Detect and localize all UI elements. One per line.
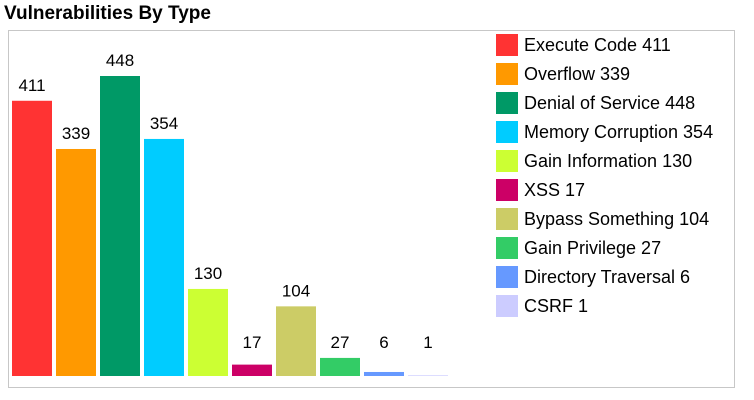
- legend-swatch: [496, 237, 518, 259]
- legend-swatch: [496, 121, 518, 143]
- legend-label: Directory Traversal 6: [524, 267, 691, 287]
- legend-label: CSRF 1: [524, 296, 589, 316]
- legend-swatch: [496, 179, 518, 201]
- legend-label: XSS 17: [524, 180, 586, 200]
- legend-label: Bypass Something 104: [524, 209, 710, 229]
- bar-bypass-something: [276, 306, 316, 376]
- legend-swatch: [496, 295, 518, 317]
- data-label-gain-information: 130: [194, 264, 222, 283]
- legend-label: Denial of Service 448: [524, 93, 696, 113]
- bar-gain-privilege: [320, 357, 360, 376]
- bar-directory-traversal: [364, 371, 404, 376]
- bar-memory-corruption: [144, 138, 184, 376]
- bar-gain-information: [188, 288, 228, 376]
- chart-frame: [8, 30, 735, 388]
- bar-denial-of-service: [100, 76, 140, 376]
- legend-label: Overflow 339: [524, 64, 631, 84]
- legend-label: Execute Code 411: [524, 35, 671, 55]
- bar-chart: 411 339 448 354 130 17 104 27 6 1: [12, 51, 448, 376]
- legend-swatch: [496, 34, 518, 56]
- legend-swatch: [496, 63, 518, 85]
- data-label-csrf: 1: [423, 333, 432, 352]
- legend-swatch: [496, 92, 518, 114]
- legend-label: Gain Information 130: [524, 151, 693, 171]
- data-label-xss: 17: [243, 333, 262, 352]
- legend-label: Memory Corruption 354: [524, 122, 714, 142]
- data-label-gain-privilege: 27: [331, 333, 350, 352]
- bar-csrf: [408, 375, 448, 376]
- legend-label: Gain Privilege 27: [524, 238, 662, 258]
- data-label-directory-traversal: 6: [379, 333, 388, 352]
- data-label-denial-of-service: 448: [106, 51, 134, 70]
- bar-execute-code: [12, 100, 52, 376]
- bar-overflow: [56, 148, 96, 376]
- legend-swatch: [496, 150, 518, 172]
- bar-xss: [232, 364, 272, 376]
- chart-title: Vulnerabilities By Type: [4, 3, 211, 24]
- legend-swatch: [496, 208, 518, 230]
- legend-swatch: [496, 266, 518, 288]
- data-label-overflow: 339: [62, 124, 90, 143]
- data-label-execute-code: 411: [18, 76, 45, 95]
- data-label-bypass-something: 104: [282, 281, 310, 300]
- data-label-memory-corruption: 354: [150, 114, 178, 133]
